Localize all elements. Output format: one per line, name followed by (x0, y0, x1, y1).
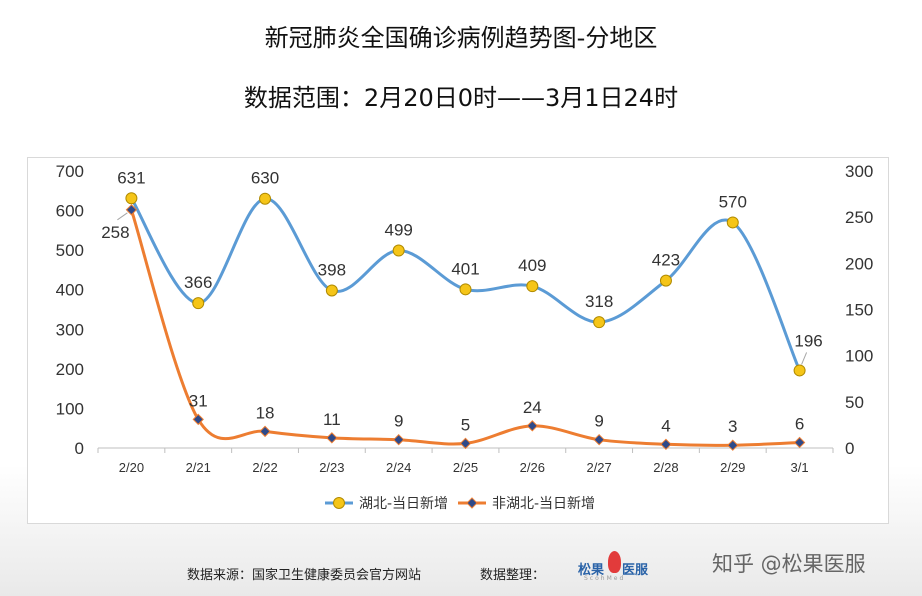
y-right-tick-label: 250 (845, 208, 873, 227)
non-hubei-data-label: 258 (101, 223, 129, 242)
hubei-data-label: 196 (794, 331, 822, 350)
hubei-data-label: 409 (518, 256, 546, 275)
hubei-data-label: 499 (384, 221, 412, 240)
hubei-data-label: 366 (184, 273, 212, 292)
y-right-tick-label: 300 (845, 162, 873, 181)
logo-text-right: 医服 (622, 563, 649, 578)
y-left-tick-label: 400 (56, 281, 84, 300)
logo-pot-icon (608, 551, 621, 573)
hubei-point (259, 192, 272, 205)
y-right-tick-label: 50 (845, 393, 864, 412)
chart-title: 新冠肺炎全国确诊病例趋势图-分地区 (264, 24, 658, 52)
x-tick-label: 2/23 (319, 460, 344, 475)
non-hubei-point (192, 413, 204, 426)
non-hubei-data-label: 11 (323, 410, 341, 429)
logo-subtitle: ScohMed (584, 575, 626, 582)
y-left-tick-label: 0 (75, 439, 84, 458)
y-left-tick-label: 700 (56, 162, 84, 181)
scohmed-logo: 松果 医服 ScohMed (578, 547, 662, 583)
non-hubei-data-label: 18 (256, 403, 275, 422)
x-tick-label: 2/28 (653, 460, 678, 475)
hubei-data-label: 631 (117, 168, 145, 187)
y-right-tick-label: 0 (845, 439, 854, 458)
hubei-data-label: 398 (318, 261, 346, 280)
chart-subtitle: 数据范围：2月20日0时——3月1日24时 (243, 84, 679, 112)
y-right-tick-label: 150 (845, 301, 873, 320)
data-organizer-label: 数据整理： (480, 568, 546, 583)
hubei-data-label: 570 (719, 192, 747, 211)
x-tick-label: 3/1 (791, 460, 809, 475)
hubei-point (325, 284, 338, 297)
hubei-point (593, 316, 606, 329)
non-hubei-point (259, 425, 271, 438)
y-left-tick-label: 100 (56, 399, 84, 418)
hubei-data-label: 401 (451, 259, 479, 278)
non-hubei-point (392, 433, 405, 446)
y-left-tick-label: 500 (56, 241, 84, 260)
line-chart: 2/20 2/21 2/22 2/23 2/24 2/25 2/26 2/27 2/28 2/29… (56, 162, 874, 512)
x-tick-label: 2/21 (186, 460, 211, 475)
y-left-tick-label: 200 (56, 360, 84, 379)
non-hubei-data-label: 5 (461, 415, 470, 434)
non-hubei-data-label: 4 (661, 416, 670, 435)
hubei-data-label: 630 (251, 169, 279, 188)
non-hubei-series-line (129, 208, 802, 447)
non-hubei-data-label: 31 (189, 391, 208, 410)
non-hubei-data-label: 9 (594, 412, 603, 431)
non-hubei-point (125, 204, 138, 216)
x-tick-label: 2/20 (119, 460, 144, 475)
x-tick-label: 2/22 (252, 460, 277, 475)
hubei-point (793, 364, 806, 377)
x-tick-label: 2/27 (586, 460, 611, 475)
y-left-tick-label: 600 (56, 202, 84, 221)
y-right-tick-label: 100 (845, 347, 873, 366)
data-source: 数据来源：国家卫生健康委员会官方网站 (187, 568, 422, 583)
zhihu-watermark: 知乎 @松果医服 (712, 552, 866, 576)
hubei-point (526, 280, 539, 293)
non-hubei-point (660, 438, 672, 451)
legend-hubei-label: 湖北-当日新增 (359, 496, 448, 512)
x-tick-label: 2/26 (520, 460, 545, 475)
hubei-point (459, 283, 472, 296)
label-leader-line (117, 212, 128, 221)
non-hubei-point (326, 432, 338, 444)
hubei-point (125, 192, 138, 205)
non-hubei-point (793, 436, 806, 449)
non-hubei-point (727, 439, 739, 451)
hubei-point (192, 297, 205, 310)
non-hubei-data-label: 3 (728, 417, 737, 436)
non-hubei-point (526, 420, 539, 432)
hubei-point (392, 244, 405, 257)
y-right-tick-label: 200 (845, 254, 873, 273)
hubei-point (726, 216, 739, 229)
x-tick-label: 2/25 (453, 460, 478, 475)
x-tick-label: 2/24 (386, 460, 411, 475)
label-leader-line (801, 352, 808, 365)
legend-non-hubei-marker (466, 497, 478, 509)
hubei-data-label: 423 (652, 251, 680, 270)
non-hubei-point (459, 437, 472, 450)
non-hubei-point (593, 433, 605, 446)
legend-hubei-marker (333, 497, 345, 509)
x-tick-label: 2/29 (720, 460, 745, 475)
chart-panel: 2/20 2/21 2/22 2/23 2/24 2/25 2/26 2/27 2/28 2/29… (27, 157, 889, 524)
y-left-tick-label: 300 (56, 320, 84, 339)
logo-text-left: 松果 (578, 563, 605, 578)
non-hubei-data-label: 9 (394, 412, 403, 431)
legend-non-hubei-label: 非湖北-当日新增 (492, 496, 595, 512)
hubei-point (659, 274, 672, 287)
hubei-series-line (129, 196, 802, 372)
non-hubei-data-label: 6 (795, 414, 804, 433)
hubei-data-label: 318 (585, 292, 613, 311)
non-hubei-data-label: 24 (523, 398, 542, 417)
